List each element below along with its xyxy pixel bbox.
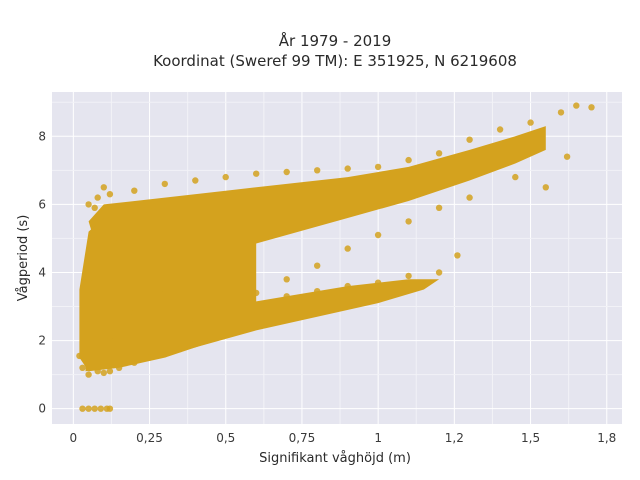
scatter-point xyxy=(192,316,199,324)
x-axis-ticks: 0 0,25 0,5 0,75 1 1,2 1,5 1,8 xyxy=(70,431,617,445)
scatter-point xyxy=(314,167,321,174)
scatter-point xyxy=(115,364,123,371)
scatter-point xyxy=(253,306,260,314)
scatter-point xyxy=(79,364,86,371)
scatter-point xyxy=(161,351,168,358)
scatter-point xyxy=(85,276,92,283)
scatter-point xyxy=(344,165,351,172)
scatter-point xyxy=(76,352,83,360)
x-tick-label: 1,5 xyxy=(521,431,540,445)
scatter-point xyxy=(542,184,549,191)
scatter-point xyxy=(82,320,89,327)
scatter-point xyxy=(146,354,153,361)
y-axis-ticks: 0 2 4 6 8 xyxy=(38,129,46,415)
scatter-point xyxy=(222,173,229,181)
scatter-point xyxy=(283,168,290,176)
scatter-point xyxy=(192,177,199,184)
scatter-point xyxy=(94,194,101,201)
scatter-point xyxy=(106,337,114,344)
scatter-point xyxy=(161,286,168,293)
scatter-point xyxy=(176,218,184,225)
scatter-point xyxy=(512,173,519,181)
scatter-point xyxy=(466,136,473,143)
scatter-point xyxy=(91,405,98,412)
scatter-point xyxy=(115,235,123,242)
scatter-point xyxy=(88,235,95,242)
x-tick-label: 1,8 xyxy=(597,431,616,445)
scatter-point xyxy=(374,231,382,239)
scatter-point xyxy=(192,340,199,348)
scatter-point xyxy=(588,104,595,111)
scatter-point xyxy=(283,276,290,283)
scatter-point xyxy=(100,184,108,191)
scatter-point xyxy=(283,293,290,300)
scatter-point xyxy=(85,405,92,412)
scatter-point xyxy=(527,119,534,126)
scatter-point xyxy=(405,218,412,225)
y-tick-label: 8 xyxy=(38,129,46,143)
scatter-point xyxy=(106,368,114,375)
x-tick-label: 0,25 xyxy=(136,431,163,445)
y-tick-label: 0 xyxy=(38,402,46,416)
x-tick-label: 0,75 xyxy=(289,431,316,445)
scatter-point xyxy=(237,252,245,259)
chart-title-line-1: År 1979 - 2019 xyxy=(279,31,392,50)
scatter-point xyxy=(563,153,571,160)
y-axis-title: Vågperiod (s) xyxy=(16,215,31,302)
scatter-points xyxy=(76,102,595,412)
scatter-point xyxy=(85,201,92,208)
scatter-point xyxy=(344,282,351,290)
scatter-point xyxy=(91,204,98,211)
x-tick-label: 0,5 xyxy=(216,431,235,445)
scatter-point xyxy=(435,204,443,211)
scatter-point xyxy=(314,262,321,269)
scatter-point-cloud xyxy=(79,126,546,372)
scatter-point xyxy=(131,310,138,317)
scatter-point xyxy=(466,194,473,201)
scatter-point xyxy=(176,345,184,353)
core-cloud xyxy=(79,214,257,372)
scatter-point xyxy=(222,303,229,310)
scatter-point xyxy=(496,126,504,133)
y-tick-label: 2 xyxy=(38,334,46,348)
x-axis-title: Signifikant våghöjd (m) xyxy=(259,451,411,466)
scatter-point xyxy=(435,150,443,157)
x-tick-label: 1,2 xyxy=(445,431,464,445)
scatter-point xyxy=(207,334,214,341)
scatter-point xyxy=(374,163,382,171)
scatter-point xyxy=(106,405,114,412)
scatter-point xyxy=(573,102,580,109)
scatter-point xyxy=(106,191,114,198)
scatter-point xyxy=(253,289,260,297)
scatter-point xyxy=(161,180,168,188)
scatter-point xyxy=(94,368,101,375)
x-tick-label: 0 xyxy=(70,431,78,445)
scatter-point xyxy=(344,245,351,252)
scatter-point xyxy=(314,288,321,295)
scatter-point xyxy=(405,272,412,280)
scatter-point xyxy=(97,405,105,412)
scatter-point xyxy=(454,252,461,259)
scatter-point xyxy=(79,405,86,412)
scatter-point xyxy=(131,359,138,366)
chart-title-line-2: Koordinat (Sweref 99 TM): E 351925, N 62… xyxy=(153,52,517,70)
y-tick-label: 4 xyxy=(38,265,46,279)
scatter-point xyxy=(131,187,138,194)
x-tick-label: 1 xyxy=(374,431,382,445)
y-tick-label: 6 xyxy=(38,197,46,211)
scatter-point xyxy=(85,371,92,378)
scatter-point xyxy=(253,170,260,177)
scatter-point xyxy=(405,156,412,164)
scatter-point xyxy=(435,269,443,276)
scatter-point xyxy=(374,279,382,286)
scatter-point xyxy=(557,109,565,116)
scatter-point xyxy=(146,208,153,215)
scatter-point xyxy=(100,369,108,377)
